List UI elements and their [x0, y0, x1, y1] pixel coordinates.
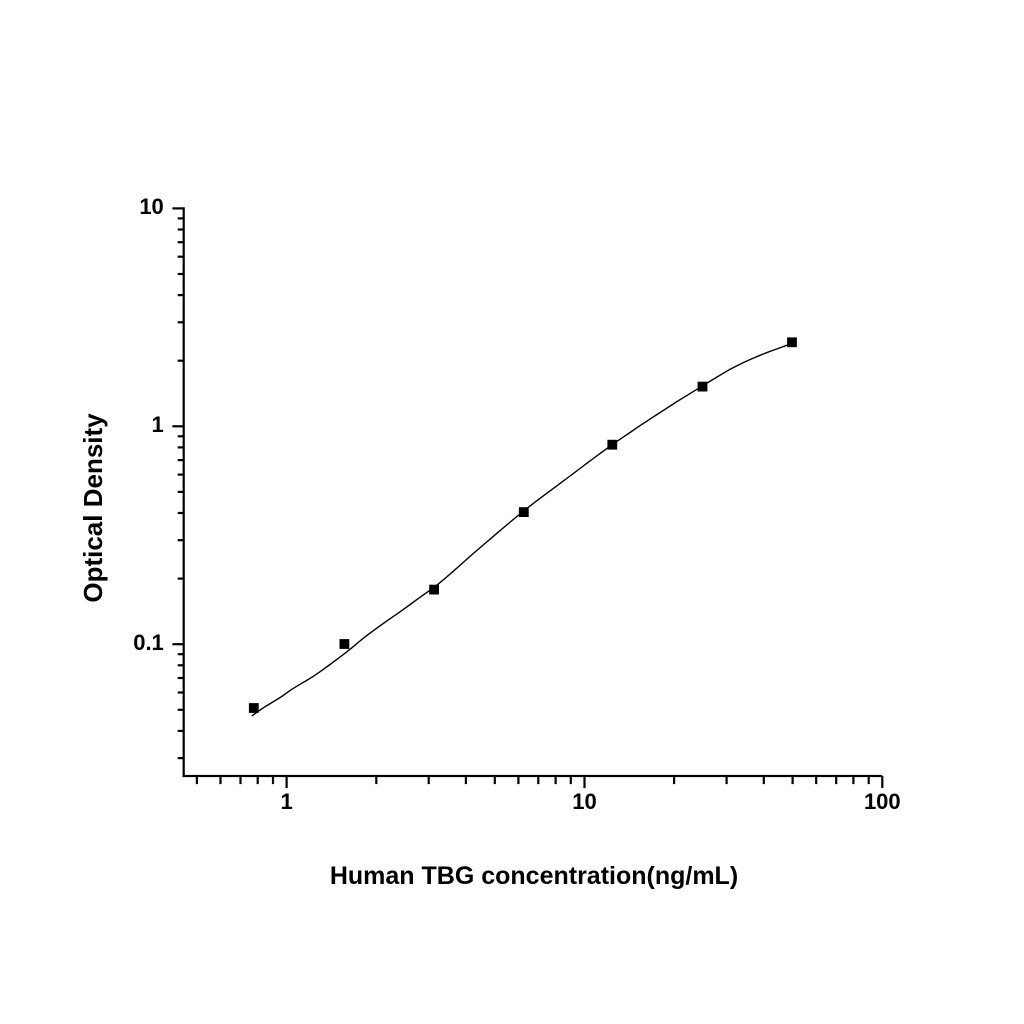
svg-text:1: 1 [152, 412, 164, 437]
svg-text:Human TBG concentration(ng/mL): Human TBG concentration(ng/mL) [330, 862, 738, 890]
svg-text:Optical Density: Optical Density [78, 413, 108, 603]
svg-text:10: 10 [139, 194, 163, 219]
svg-text:10: 10 [572, 789, 596, 814]
svg-text:1: 1 [280, 789, 292, 814]
svg-text:0.1: 0.1 [133, 630, 164, 655]
svg-text:100: 100 [864, 789, 901, 814]
